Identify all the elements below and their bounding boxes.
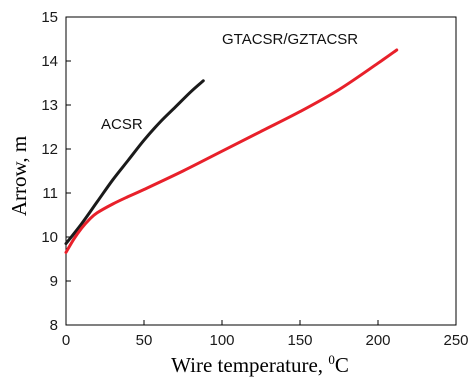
x-axis-label: Wire temperature, 0C [171,352,349,377]
y-tick-label: 12 [41,141,58,158]
x-tick-label: 50 [136,332,153,349]
series-line-gtacsr-gztacsr [64,48,399,254]
x-axis-label-sup: 0 [328,352,335,367]
series-label-gtacsr-gztacsr: GTACSR/GZTACSR [222,31,358,48]
y-axis-label: Arrow, m [7,136,31,216]
tick-labels: 0 50 100 150 200 250 8 9 10 11 12 13 14 15 [41,9,468,349]
series-lines [64,48,399,254]
y-tick-label: 10 [41,229,58,246]
axes [65,16,457,326]
x-tick-label: 250 [443,332,468,349]
y-tick-label: 15 [41,9,58,26]
y-tick-label: 11 [42,185,58,202]
series-label-acsr: ACSR [101,116,143,133]
x-axis-label-unit: C [335,353,349,377]
y-tick-label: 13 [41,97,58,114]
y-tick-label: 9 [50,273,58,290]
y-tick-label: 8 [50,317,58,334]
x-tick-label: 200 [365,332,390,349]
x-tick-label: 150 [287,332,312,349]
y-tick-label: 14 [41,53,58,70]
series-labels: ACSR GTACSR/GZTACSR [101,31,358,133]
x-axis-label-text: Wire temperature, [171,353,328,377]
series-line-acsr [64,79,205,246]
plot-frame [65,16,457,326]
x-tick-label: 0 [62,332,70,349]
x-tick-label: 100 [209,332,234,349]
